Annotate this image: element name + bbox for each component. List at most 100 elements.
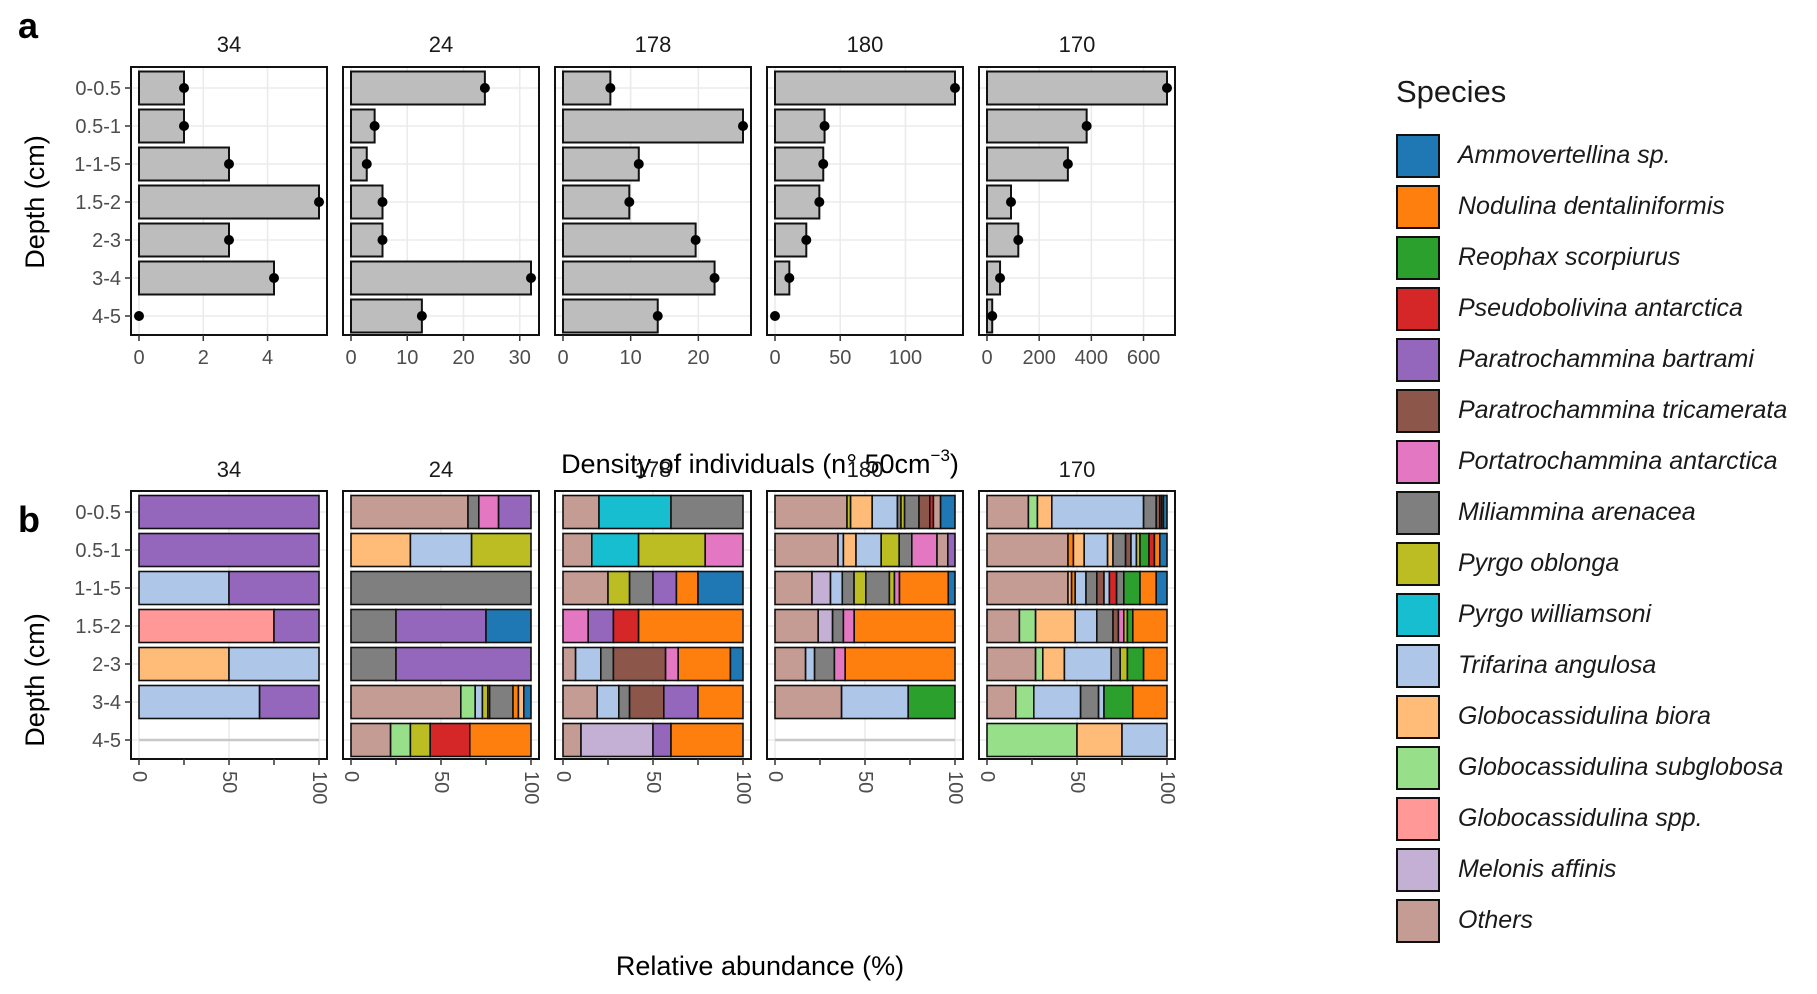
density-point: [224, 235, 234, 245]
abundance-segment: [898, 570, 950, 606]
abundance-segment: [1115, 570, 1125, 606]
y-tick-label: 0.5-1: [75, 116, 121, 138]
density-bar: [986, 70, 1168, 106]
abundance-segment: [628, 570, 654, 606]
x-axis-title-a: Density of individuals (n° 50cm−3): [561, 446, 959, 479]
abundance-segment: [350, 494, 469, 530]
y-axis-title-a: Depth (cm): [20, 135, 50, 269]
x-tick-label: 100: [944, 771, 966, 804]
abundance-segment: [580, 722, 654, 758]
density-bar: [562, 108, 744, 144]
abundance-segment: [804, 646, 816, 682]
density-point: [526, 273, 536, 283]
abundance-segment: [1112, 608, 1120, 644]
density-bar: [562, 146, 640, 182]
abundance-segment: [562, 608, 590, 644]
facet-station-label: 24: [429, 32, 453, 57]
abundance-segment: [1130, 532, 1138, 568]
abundance-segment: [842, 532, 857, 568]
density-point: [134, 311, 144, 321]
abundance-segment: [932, 494, 942, 530]
legend-color-key: [1396, 184, 1440, 229]
legend-item: Ammovertellina sp.: [1396, 130, 1811, 181]
abundance-segment: [697, 570, 744, 606]
abundance-segment: [138, 684, 261, 720]
abundance-segment: [817, 608, 834, 644]
abundance-segment: [1124, 532, 1132, 568]
abundance-segment: [1155, 570, 1168, 606]
abundance-segment: [853, 608, 956, 644]
legend-label: Ammovertellina sp.: [1458, 141, 1671, 169]
abundance-segment: [228, 646, 320, 682]
legend-item: Pseudobolivina antarctica: [1396, 283, 1811, 334]
abundance-segment: [389, 722, 412, 758]
x-tick-label: 0: [981, 347, 992, 369]
facet-station-label: 180: [847, 457, 884, 482]
abundance-segment: [637, 608, 744, 644]
panel-b-relative-abundance: 34 0 50 100 24 0 50 100 178 0 50 100 180 0 50 100 170 0 50…: [74, 457, 1178, 804]
legend-item: Globocassidulina biora: [1396, 691, 1811, 742]
abundance-segment: [697, 684, 744, 720]
abundance-segment: [617, 684, 631, 720]
abundance-segment: [841, 570, 855, 606]
legend-label: Portatrochammina antarctica: [1458, 447, 1778, 475]
facet-station-label: 24: [429, 457, 453, 482]
abundance-segment: [497, 494, 532, 530]
x-tick-label: 0: [340, 771, 362, 782]
abundance-segment: [774, 532, 839, 568]
legend-label: Paratrochammina bartrami: [1458, 345, 1754, 373]
legend-item: Miliammina arenacea: [1396, 487, 1811, 538]
abundance-segment: [1097, 684, 1105, 720]
abundance-segment: [729, 646, 744, 682]
x-tick-label: 0: [128, 771, 150, 782]
abundance-segment: [273, 608, 320, 644]
legend-label: Trifarina angulosa: [1458, 651, 1657, 679]
abundance-segment: [1132, 684, 1168, 720]
abundance-segment: [774, 608, 820, 644]
legend-color-key: [1396, 796, 1440, 841]
density-point: [369, 121, 380, 131]
density-point: [179, 83, 189, 93]
abundance-segment: [652, 722, 672, 758]
abundance-segment: [1119, 646, 1129, 682]
facet-station-label: 178: [635, 32, 672, 57]
abundance-segment: [986, 646, 1037, 682]
abundance-segment: [986, 684, 1017, 720]
abundance-segment: [1067, 532, 1075, 568]
legend-item: Reophax scorpiurus: [1396, 232, 1811, 283]
legend-label: Others: [1458, 906, 1534, 934]
legend-item: Others: [1396, 895, 1811, 946]
density-bar: [774, 70, 956, 106]
y-tick-label: 4-5: [92, 730, 121, 752]
abundance-segment: [485, 608, 532, 644]
abundance-segment: [936, 532, 949, 568]
abundance-segment: [1027, 494, 1039, 530]
abundance-segment: [562, 646, 577, 682]
facet-station-label: 170: [1059, 457, 1096, 482]
abundance-segment: [880, 532, 901, 568]
facet-border: [978, 66, 1176, 336]
abundance-segment: [813, 646, 836, 682]
abundance-segment: [138, 532, 320, 568]
abundance-segment: [481, 684, 489, 720]
abundance-segment: [138, 646, 230, 682]
abundance-segment: [831, 608, 845, 644]
abundance-segment: [598, 494, 672, 530]
abundance-segment: [1076, 722, 1123, 758]
abundance-segment: [986, 570, 1069, 606]
abundance-segment: [138, 570, 230, 606]
abundance-segment: [840, 684, 909, 720]
legend-label: Pyrgo oblonga: [1458, 549, 1620, 577]
density-point: [801, 235, 812, 245]
abundance-segment: [946, 532, 956, 568]
abundance-segment: [409, 722, 431, 758]
abundance-segment: [395, 646, 532, 682]
legend-item: Melonis affinis: [1396, 844, 1811, 895]
facet-border: [766, 66, 964, 336]
legend-color-key: [1396, 235, 1440, 280]
legend-label: Globocassidulina spp.: [1458, 804, 1703, 832]
facet-border: [554, 66, 752, 336]
facet-station-label: 34: [217, 32, 241, 57]
